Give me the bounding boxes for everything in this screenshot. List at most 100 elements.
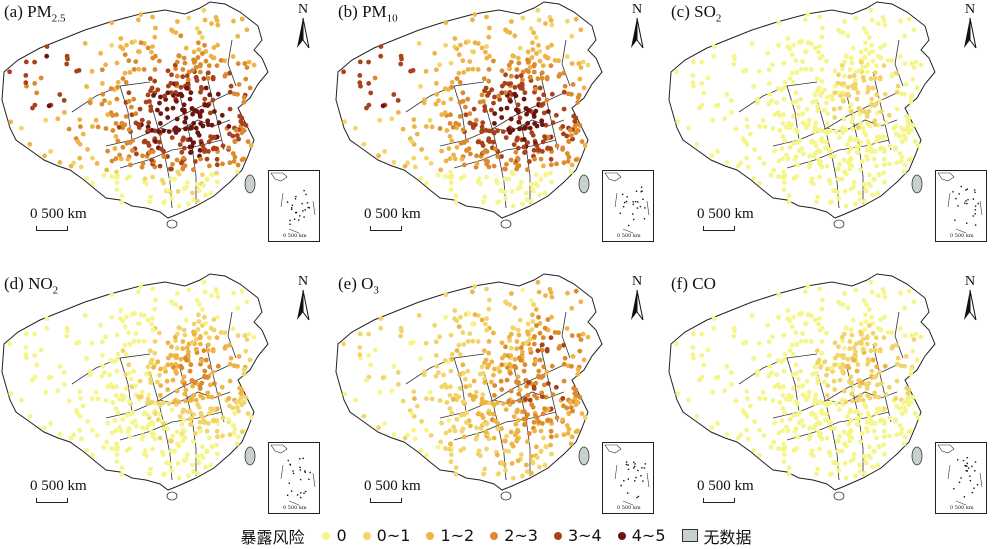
panel-label-text: (a) PM bbox=[4, 2, 52, 21]
station-point bbox=[508, 370, 513, 376]
station-point bbox=[232, 154, 238, 160]
station-point bbox=[173, 30, 179, 35]
station-point bbox=[205, 103, 211, 108]
station-point bbox=[174, 388, 180, 394]
station-point bbox=[525, 140, 530, 146]
station-point bbox=[470, 338, 476, 344]
station-point bbox=[414, 131, 420, 137]
station-point bbox=[862, 55, 868, 60]
station-point bbox=[784, 424, 789, 430]
station-point bbox=[550, 392, 556, 398]
station-point bbox=[914, 85, 920, 91]
station-point bbox=[814, 471, 819, 477]
station-point bbox=[150, 174, 156, 180]
station-point bbox=[123, 352, 129, 357]
station-point bbox=[908, 367, 914, 372]
station-point bbox=[162, 471, 168, 476]
north-arrow-icon: N bbox=[622, 2, 652, 52]
station-point bbox=[817, 44, 822, 49]
station-point bbox=[499, 188, 505, 193]
station-point bbox=[508, 116, 514, 122]
station-point bbox=[780, 156, 786, 162]
station-point bbox=[174, 98, 179, 104]
station-point bbox=[192, 159, 198, 164]
station-point bbox=[865, 156, 870, 162]
station-point bbox=[492, 121, 497, 126]
station-point bbox=[549, 42, 554, 48]
station-point bbox=[201, 7, 207, 13]
station-point bbox=[817, 174, 822, 180]
station-point bbox=[191, 49, 197, 55]
station-point bbox=[512, 91, 518, 97]
station-point bbox=[854, 96, 860, 102]
station-point bbox=[548, 428, 554, 434]
station-point bbox=[845, 305, 851, 311]
station-point bbox=[526, 380, 531, 385]
station-point bbox=[484, 446, 489, 452]
station-point bbox=[202, 314, 207, 320]
station-point bbox=[202, 96, 208, 102]
station-point bbox=[186, 473, 191, 479]
station-point bbox=[870, 357, 876, 363]
station-point bbox=[579, 139, 585, 145]
station-point bbox=[800, 111, 806, 117]
station-point bbox=[194, 181, 200, 187]
station-point bbox=[204, 448, 210, 454]
station-point bbox=[457, 352, 463, 357]
station-point bbox=[524, 462, 529, 468]
station-point bbox=[103, 398, 109, 403]
station-point bbox=[443, 446, 448, 451]
station-point bbox=[514, 346, 520, 352]
station-point bbox=[470, 321, 475, 326]
station-point bbox=[841, 157, 847, 163]
station-point bbox=[378, 316, 384, 321]
station-point bbox=[840, 338, 845, 344]
station-point bbox=[101, 444, 107, 450]
station-point bbox=[502, 166, 507, 172]
station-point bbox=[150, 316, 155, 321]
station-point bbox=[474, 153, 479, 159]
station-point bbox=[361, 413, 367, 419]
station-point bbox=[849, 332, 855, 338]
panel-label-subscript: 2 bbox=[52, 284, 59, 297]
station-point bbox=[752, 419, 757, 424]
station-point bbox=[849, 391, 855, 397]
station-point bbox=[499, 115, 505, 120]
station-point bbox=[169, 27, 174, 33]
station-point bbox=[152, 34, 158, 40]
station-point bbox=[492, 146, 498, 152]
station-point bbox=[856, 396, 861, 402]
station-point bbox=[772, 148, 777, 154]
station-point bbox=[145, 412, 151, 418]
station-point bbox=[561, 70, 566, 76]
no-data-region bbox=[911, 446, 923, 466]
station-point bbox=[536, 368, 542, 374]
province-boundary bbox=[227, 311, 237, 359]
station-point bbox=[428, 433, 434, 438]
station-point bbox=[468, 423, 473, 429]
station-point bbox=[747, 131, 753, 137]
station-point bbox=[222, 58, 228, 64]
station-point bbox=[897, 54, 903, 59]
station-point bbox=[78, 436, 84, 442]
station-point bbox=[709, 153, 714, 159]
station-point bbox=[527, 397, 533, 403]
station-point bbox=[515, 186, 521, 192]
legend-item-1: 0~1 bbox=[362, 526, 410, 545]
station-point bbox=[448, 332, 454, 338]
island-outline bbox=[833, 491, 845, 501]
station-point bbox=[911, 337, 917, 342]
station-point bbox=[197, 147, 203, 153]
station-point bbox=[863, 47, 869, 52]
station-point bbox=[486, 67, 492, 72]
station-point bbox=[847, 339, 853, 344]
station-point bbox=[887, 433, 892, 439]
station-point bbox=[78, 164, 84, 170]
station-point bbox=[220, 415, 226, 421]
station-point bbox=[548, 290, 554, 295]
station-point bbox=[462, 162, 467, 168]
station-point bbox=[168, 90, 174, 95]
station-point bbox=[878, 134, 884, 140]
station-point bbox=[540, 122, 545, 128]
station-point bbox=[181, 102, 187, 108]
